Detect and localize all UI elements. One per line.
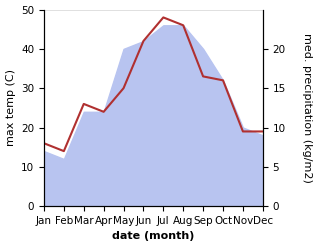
X-axis label: date (month): date (month) [112,231,195,242]
Y-axis label: max temp (C): max temp (C) [5,69,16,146]
Y-axis label: med. precipitation (kg/m2): med. precipitation (kg/m2) [302,33,313,183]
